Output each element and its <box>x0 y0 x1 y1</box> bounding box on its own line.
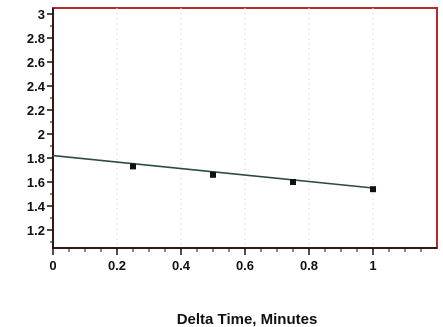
x-tick-label: 0.2 <box>108 258 126 273</box>
y-tick-label: 3 <box>38 7 45 22</box>
data-point <box>210 171 216 178</box>
x-axis-title: Delta Time, Minutes <box>177 311 318 327</box>
y-tick-label: 1.4 <box>27 199 46 214</box>
ticks <box>47 13 422 255</box>
y-tick-label: 1.6 <box>27 175 45 190</box>
data-point <box>130 163 136 170</box>
x-tick-label: 0.4 <box>172 258 191 273</box>
x-tick-label: 1 <box>369 258 376 273</box>
data-point <box>370 186 376 193</box>
y-tick-label: 1.8 <box>27 151 45 166</box>
grid <box>116 8 374 248</box>
data-points <box>130 163 376 193</box>
x-tick-label: 0 <box>49 258 56 273</box>
x-tick-label: 0.8 <box>300 258 318 273</box>
tick-labels: 1.2 1.4 1.6 1.8 2 2.2 2.4 2.6 2.8 3 0 0.2 0.4 0.6 0.8 1 <box>27 7 377 273</box>
y-tick-label: 2.8 <box>27 31 45 46</box>
x-tick-label: 0.6 <box>236 258 254 273</box>
y-tick-label: 2.4 <box>27 79 46 94</box>
y-tick-label: 2 <box>38 127 45 142</box>
y-tick-label: 2.2 <box>27 103 45 118</box>
data-point <box>290 179 296 185</box>
y-tick-label: 2.6 <box>27 55 45 70</box>
y-tick-label: 1.2 <box>27 223 45 238</box>
